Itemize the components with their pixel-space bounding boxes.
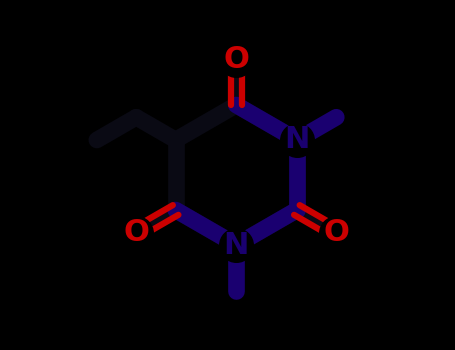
Text: O: O	[123, 218, 149, 247]
Text: N: N	[223, 231, 249, 259]
Text: O: O	[324, 218, 349, 247]
Text: N: N	[284, 126, 309, 154]
Text: O: O	[223, 45, 249, 74]
